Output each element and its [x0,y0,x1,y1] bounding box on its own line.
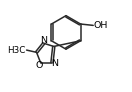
Text: O: O [35,61,43,70]
Text: N: N [40,36,47,45]
Text: N: N [51,59,58,68]
Text: H3C: H3C [8,46,26,55]
Text: OH: OH [94,21,108,30]
